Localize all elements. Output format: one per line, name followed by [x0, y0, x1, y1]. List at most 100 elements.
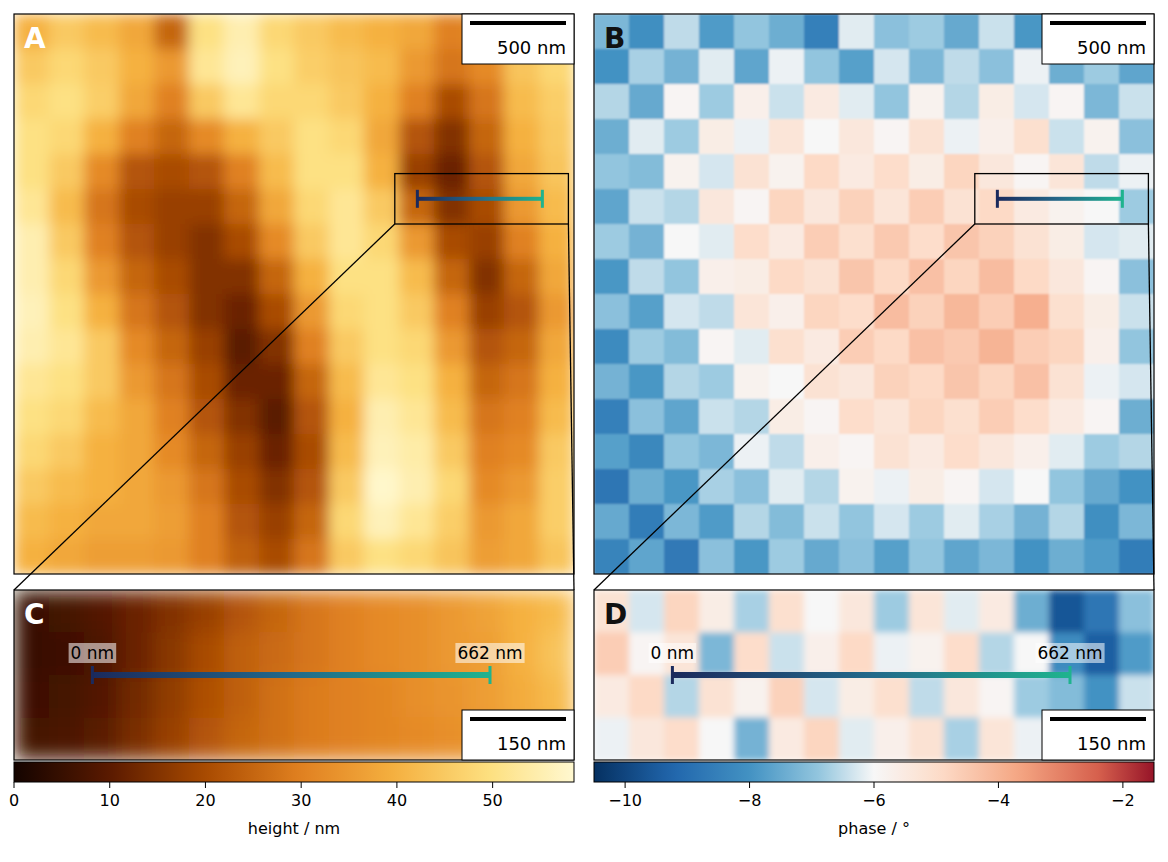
cell	[469, 154, 505, 190]
cell	[1084, 84, 1120, 120]
cell	[1014, 294, 1050, 330]
cell	[469, 399, 505, 435]
cell	[329, 329, 365, 365]
cell	[504, 224, 540, 260]
cell	[329, 294, 365, 330]
cell	[664, 84, 700, 120]
cell	[119, 154, 155, 190]
cell	[699, 364, 735, 400]
cell	[699, 189, 735, 225]
cell	[84, 399, 120, 435]
cell	[434, 399, 470, 435]
cell	[49, 590, 85, 633]
cell	[119, 259, 155, 295]
profile-label: 0 nm	[71, 643, 115, 663]
cell	[629, 434, 665, 470]
cell	[804, 590, 840, 633]
cell	[839, 259, 875, 295]
cell	[629, 399, 665, 435]
cell	[154, 329, 190, 365]
cell	[874, 718, 910, 761]
cell	[294, 224, 330, 260]
cell	[224, 539, 260, 574]
cell	[699, 119, 735, 155]
cell	[979, 633, 1015, 676]
cell	[329, 224, 365, 260]
cell	[664, 329, 700, 365]
cell	[539, 119, 574, 155]
cell	[224, 469, 260, 505]
map-cells	[594, 590, 1154, 760]
cell	[769, 718, 805, 761]
cell	[699, 633, 735, 676]
cell	[154, 364, 190, 400]
cell	[874, 189, 910, 225]
cell	[944, 49, 980, 85]
colorbar-tick	[1122, 782, 1123, 788]
cell	[1014, 329, 1050, 365]
cell	[364, 399, 400, 435]
cell	[189, 14, 225, 50]
cell	[434, 469, 470, 505]
zoom-connector	[594, 224, 975, 590]
cell	[294, 119, 330, 155]
scale-bar	[1050, 717, 1146, 721]
cell	[154, 718, 190, 761]
cell	[1119, 504, 1154, 540]
cell	[839, 189, 875, 225]
colorbar-tick	[396, 782, 397, 788]
cell	[804, 364, 840, 400]
cell	[119, 718, 155, 761]
cell	[979, 154, 1015, 190]
cell	[1014, 154, 1050, 190]
cell	[294, 329, 330, 365]
cell	[1049, 189, 1085, 225]
cell	[839, 49, 875, 85]
cell	[329, 119, 365, 155]
cell	[119, 469, 155, 505]
cell	[399, 154, 435, 190]
cell	[84, 434, 120, 470]
cell	[874, 399, 910, 435]
cell	[119, 364, 155, 400]
cell	[399, 119, 435, 155]
cell	[259, 329, 295, 365]
cell	[329, 364, 365, 400]
cell	[734, 154, 770, 190]
cell	[189, 469, 225, 505]
cell	[839, 294, 875, 330]
cell	[399, 469, 435, 505]
panel-frame	[594, 14, 1154, 574]
cell	[329, 675, 365, 718]
cell	[629, 119, 665, 155]
cell	[224, 675, 260, 718]
cell	[399, 633, 435, 676]
cell	[1084, 504, 1120, 540]
cell	[154, 189, 190, 225]
cell	[664, 119, 700, 155]
cell	[294, 154, 330, 190]
cell	[874, 675, 910, 718]
cell	[189, 364, 225, 400]
cell	[119, 633, 155, 676]
cell	[434, 154, 470, 190]
cell	[224, 434, 260, 470]
cell	[734, 294, 770, 330]
cell	[664, 718, 700, 761]
cell	[909, 49, 945, 85]
cell	[1049, 434, 1085, 470]
cell	[594, 154, 630, 190]
cell	[594, 259, 630, 295]
cell	[804, 434, 840, 470]
cell	[979, 469, 1015, 505]
cell	[909, 633, 945, 676]
cell	[909, 224, 945, 260]
cell	[1084, 294, 1120, 330]
cell	[594, 469, 630, 505]
cell	[874, 633, 910, 676]
cell	[979, 399, 1015, 435]
scale-bar	[470, 717, 566, 721]
colorbar-title: phase / °	[838, 819, 910, 838]
cell	[909, 294, 945, 330]
cell	[294, 718, 330, 761]
